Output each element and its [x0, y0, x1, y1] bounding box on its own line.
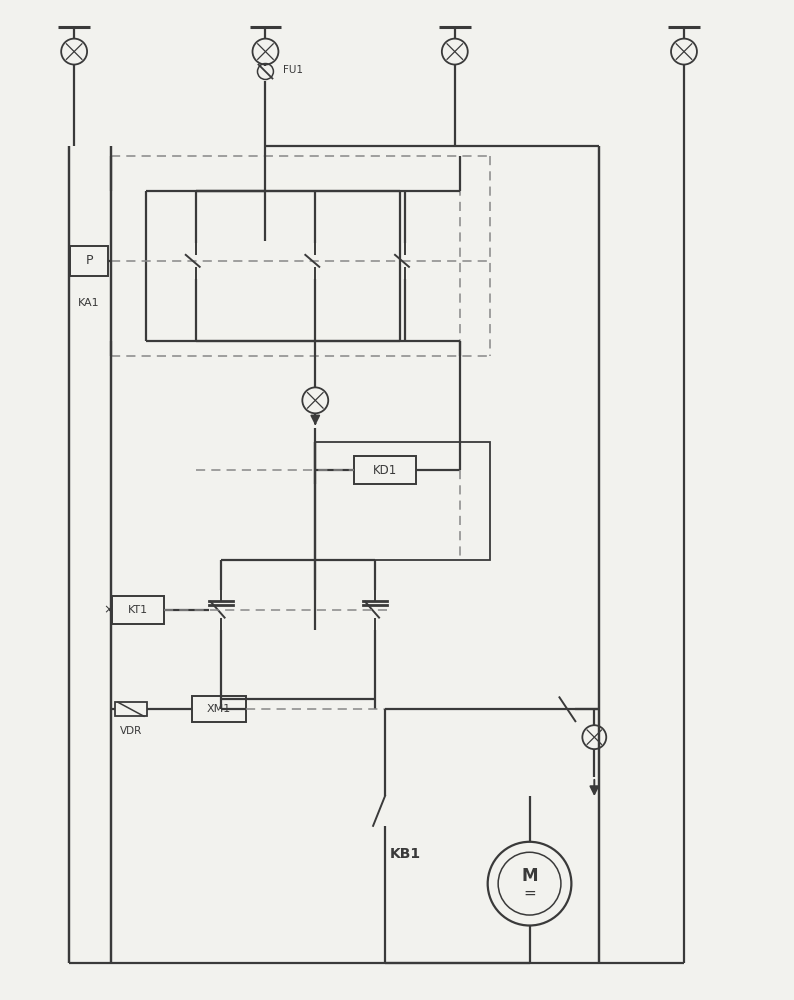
Bar — [70, 246, 108, 276]
Text: XM1: XM1 — [206, 704, 231, 714]
Text: M: M — [522, 867, 538, 885]
Text: VDR: VDR — [120, 726, 142, 736]
Text: P: P — [85, 254, 93, 267]
Text: KT1: KT1 — [128, 605, 148, 615]
Bar — [112, 596, 164, 624]
Text: KA1: KA1 — [79, 298, 100, 308]
Bar — [191, 696, 245, 722]
Bar — [315, 442, 490, 560]
Text: ×: × — [104, 603, 114, 616]
Bar — [115, 702, 147, 716]
Text: KB1: KB1 — [390, 847, 421, 861]
Text: KD1: KD1 — [373, 464, 397, 477]
Text: FU1: FU1 — [283, 65, 303, 75]
Bar — [354, 456, 416, 484]
Text: =: = — [523, 886, 536, 901]
